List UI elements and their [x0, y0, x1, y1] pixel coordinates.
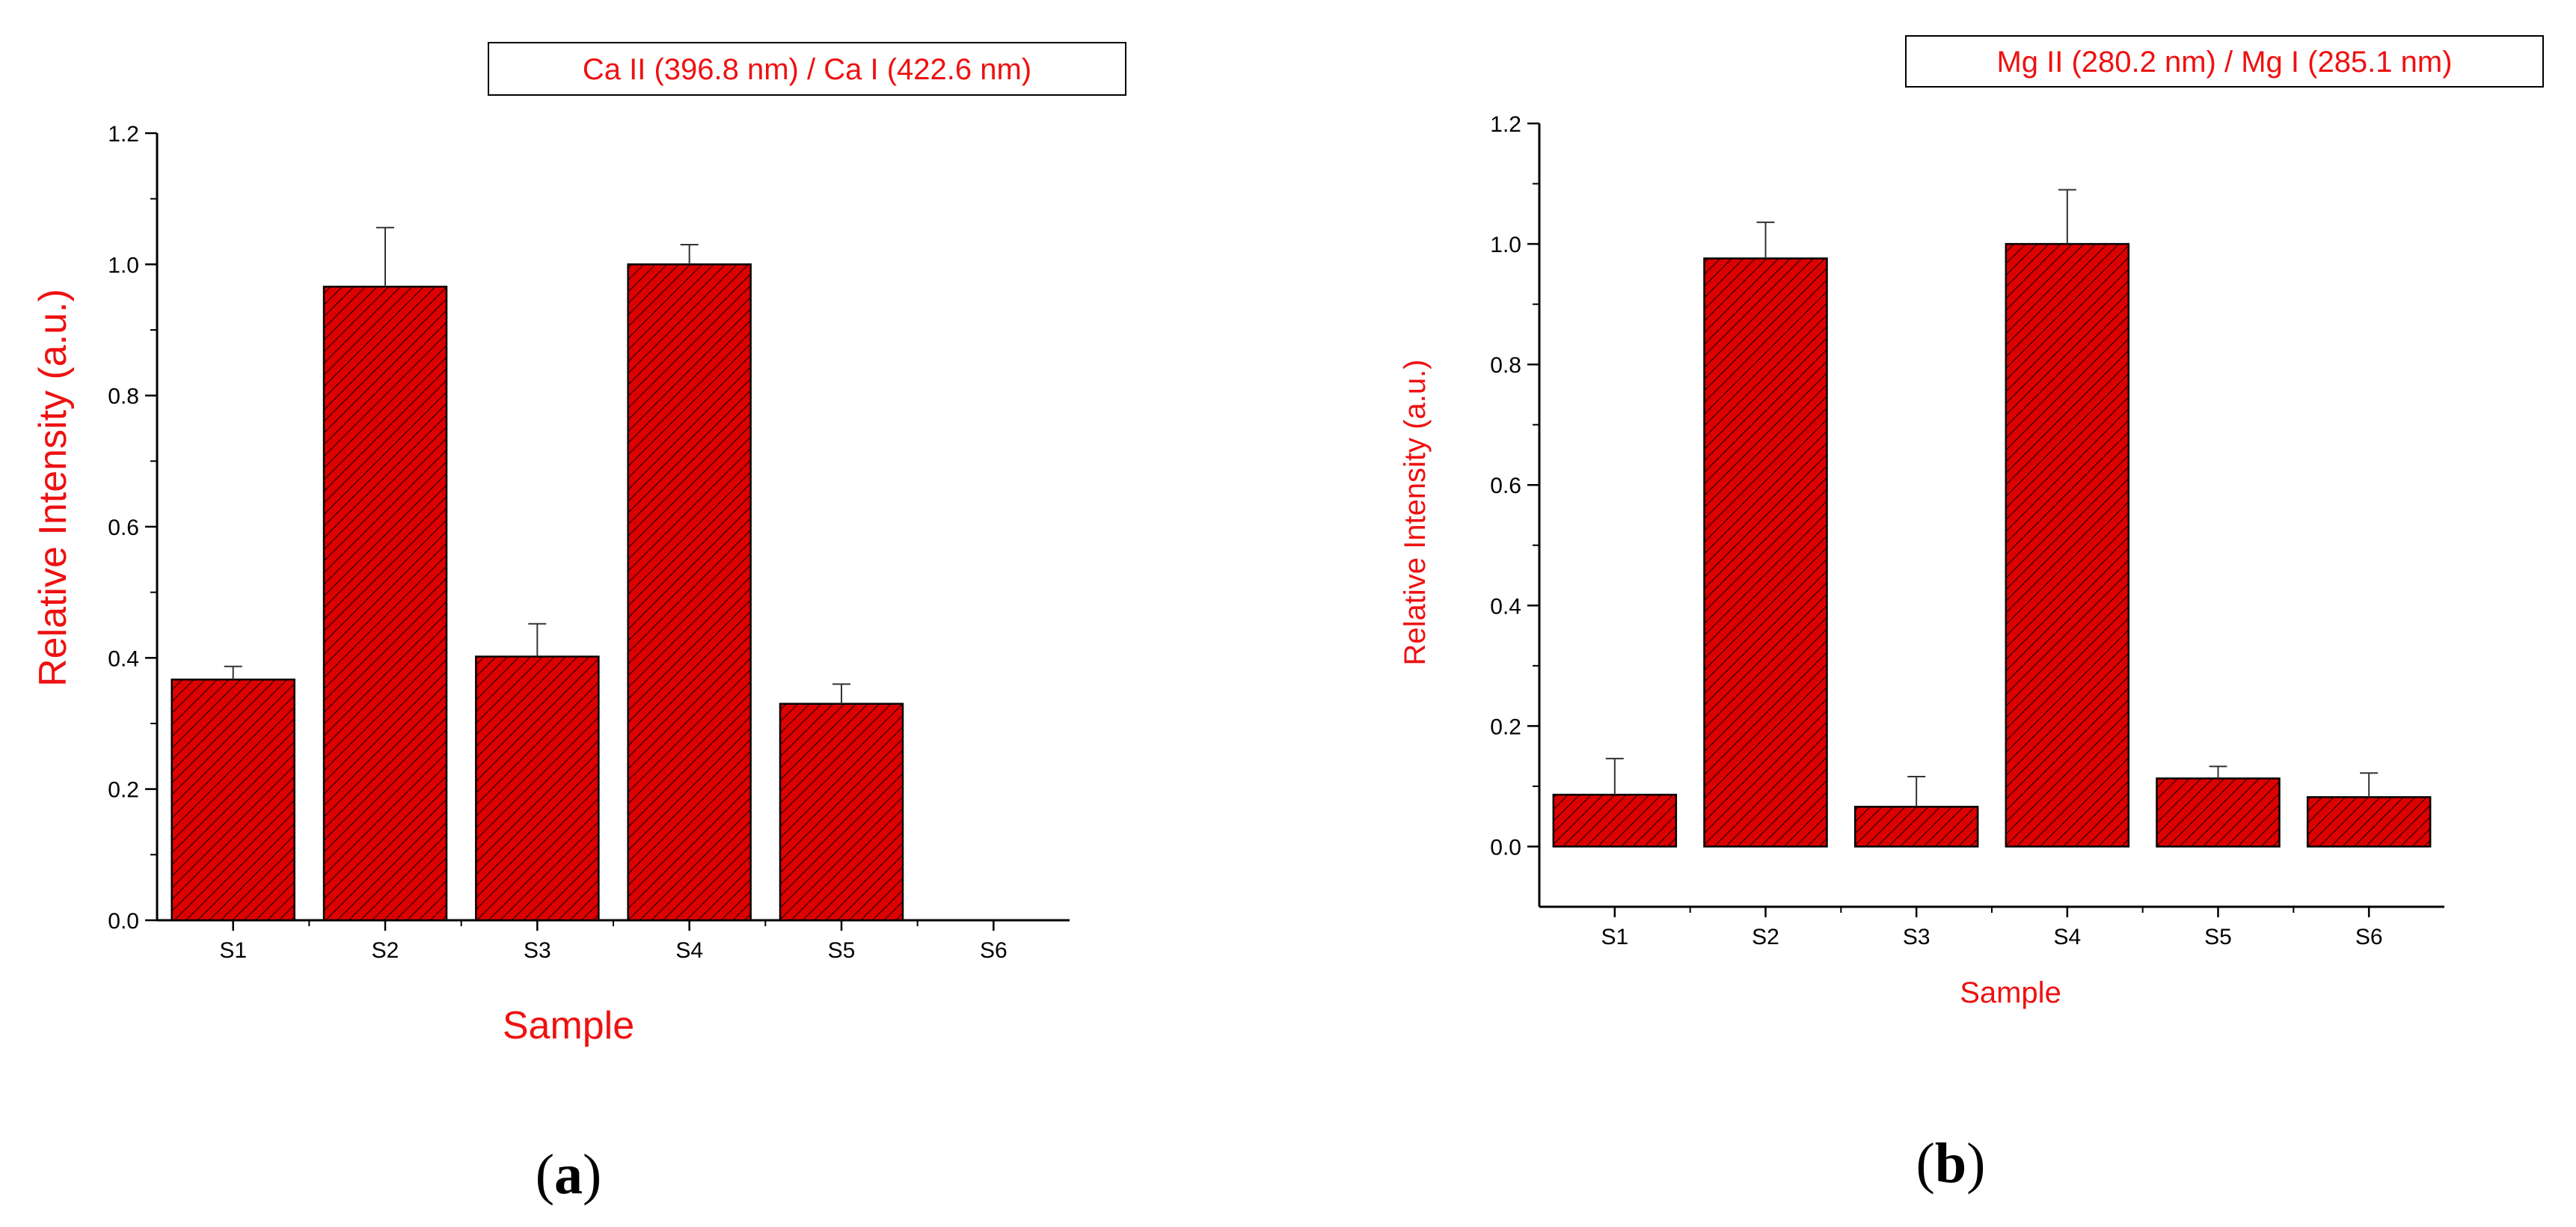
- bar: [322, 285, 448, 922]
- y-tick-label: 0.8: [1490, 353, 1521, 378]
- bar: [1853, 806, 1979, 848]
- panel-label: (b): [1916, 1132, 1986, 1195]
- x-tick-label: S2: [1752, 925, 1779, 949]
- y-tick-label: 1.2: [108, 122, 139, 147]
- legend-label: Ca II (396.8 nm) / Ca I (422.6 nm): [583, 53, 1031, 86]
- y-tick-label: 1.0: [1490, 233, 1521, 257]
- bar: [779, 703, 904, 922]
- x-axis-title: Sample: [503, 1004, 634, 1047]
- x-tick-label: S6: [2355, 925, 2383, 949]
- x-tick-label: S2: [372, 938, 399, 963]
- y-tick-label: 0.0: [108, 909, 139, 934]
- y-tick-label: 0.4: [1490, 594, 1521, 619]
- x-tick-label: S6: [980, 938, 1008, 963]
- x-axis-title: Sample: [1960, 976, 2061, 1009]
- y-axis-title: Relative Intensity (a.u.): [31, 289, 75, 687]
- bar: [171, 679, 295, 922]
- bar: [627, 263, 752, 922]
- panel-label: (a): [536, 1143, 602, 1206]
- y-tick-label: 1.0: [108, 253, 139, 278]
- legend-box: [488, 42, 1126, 96]
- x-tick-label: S4: [2053, 925, 2081, 949]
- bar: [1703, 257, 1828, 848]
- y-axis-title: Relative Intensity (a.u.): [1399, 359, 1432, 665]
- bar: [475, 655, 600, 922]
- y-tick-label: 0.6: [108, 515, 139, 540]
- x-tick-label: S4: [675, 938, 703, 963]
- y-tick-label: 0.4: [108, 646, 139, 671]
- y-tick-label: 0.6: [1490, 474, 1521, 498]
- legend-box: [1905, 35, 2544, 88]
- chart-panel-b: Mg II (280.2 nm) / Mg I (285.1 nm) Relat…: [1399, 35, 2544, 1195]
- x-tick-label: S3: [524, 938, 551, 963]
- x-tick-label: S5: [2204, 925, 2232, 949]
- x-tick-label: S3: [1903, 925, 1931, 949]
- y-tick-label: 0.8: [108, 385, 139, 409]
- y-tick-label: 1.2: [1490, 112, 1521, 137]
- bar: [2005, 242, 2130, 848]
- x-tick-label: S1: [219, 938, 247, 963]
- y-tick-label: 0.2: [1490, 715, 1521, 739]
- chart-panel-a: Ca II (396.8 nm) / Ca I (422.6 nm) Relat…: [31, 42, 1126, 1206]
- legend-label: Mg II (280.2 nm) / Mg I (285.1 nm): [1996, 46, 2452, 79]
- y-tick-label: 0.2: [108, 778, 139, 803]
- bar: [1552, 793, 1678, 848]
- bar: [2306, 796, 2432, 848]
- x-tick-label: S5: [828, 938, 856, 963]
- bar: [2156, 777, 2281, 848]
- y-tick-label: 0.0: [1490, 835, 1521, 860]
- x-tick-label: S1: [1601, 925, 1628, 949]
